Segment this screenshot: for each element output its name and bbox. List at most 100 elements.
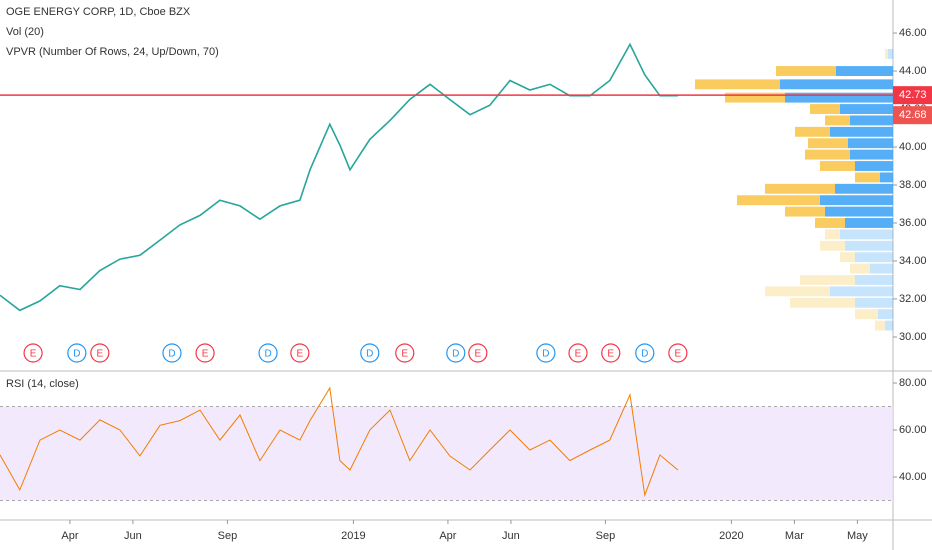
event-marker <box>258 343 278 363</box>
profile-up <box>855 297 893 308</box>
event-label: D <box>73 349 80 360</box>
price-label-box <box>893 106 932 125</box>
event-marker <box>90 343 110 363</box>
y-tick-label: 60.00 <box>899 424 927 436</box>
profile-down <box>875 320 885 331</box>
event-label: E <box>97 349 104 360</box>
x-tick-label: Sep <box>218 530 238 542</box>
profile-down <box>808 138 848 149</box>
profile-up <box>880 172 893 183</box>
event-marker <box>290 343 310 363</box>
profile-up <box>850 149 893 160</box>
profile-down <box>725 92 785 103</box>
event-marker <box>395 343 415 363</box>
profile-up <box>840 229 893 240</box>
profile-down <box>820 240 845 251</box>
chart-title: OGE ENERGY CORP, 1D, Cboe BZX <box>6 6 191 18</box>
event-marker <box>195 343 215 363</box>
rsi-title: RSI (14, close) <box>6 378 79 390</box>
profile-down <box>765 286 830 297</box>
profile-up <box>855 252 893 263</box>
profile-down <box>885 48 888 59</box>
event-label: D <box>452 349 459 360</box>
event-label: E <box>401 349 408 360</box>
event-marker <box>162 343 182 363</box>
profile-up <box>820 195 893 206</box>
x-tick-label: Sep <box>596 530 616 542</box>
x-tick-label: Jun <box>124 530 142 542</box>
y-tick-label: 38.00 <box>899 179 927 191</box>
profile-down <box>800 275 855 285</box>
profile-down <box>805 149 850 160</box>
profile-down <box>825 229 840 240</box>
profile-down <box>737 195 820 206</box>
event-marker <box>446 343 466 363</box>
event-label: D <box>168 349 175 360</box>
profile-down <box>850 263 870 274</box>
profile-down <box>810 104 840 114</box>
event-marker <box>23 343 43 363</box>
profile-down <box>765 183 835 194</box>
price-label: 42.73 <box>899 89 927 101</box>
event-label: E <box>30 349 37 360</box>
event-label: D <box>641 349 648 360</box>
event-marker <box>360 343 380 363</box>
y-tick-label: 44.00 <box>899 65 927 77</box>
event-marker <box>668 343 688 363</box>
y-tick-label: 40.00 <box>899 471 927 483</box>
profile-down <box>840 252 855 263</box>
profile-up <box>785 92 893 103</box>
event-label: E <box>202 349 209 360</box>
profile-down <box>795 126 830 137</box>
event-label: E <box>575 349 582 360</box>
profile-up <box>878 309 893 320</box>
event-marker <box>468 343 488 363</box>
profile-down <box>695 79 780 90</box>
y-tick-label: 46.00 <box>899 27 927 39</box>
event-marker <box>568 343 588 363</box>
profile-down <box>855 172 880 183</box>
event-marker <box>67 343 87 363</box>
plot: 30.0032.0034.0036.0038.0040.0042.0044.00… <box>0 27 932 542</box>
profile-up <box>825 206 893 217</box>
profile-up <box>845 240 893 251</box>
series-line <box>0 386 679 498</box>
y-tick-label: 40.00 <box>899 141 927 153</box>
rsi-band <box>0 406 893 501</box>
profile-down <box>855 309 878 320</box>
profile-down <box>820 161 855 171</box>
x-tick-label: 2019 <box>341 530 365 542</box>
profile-up <box>845 218 893 228</box>
event-label: E <box>475 349 482 360</box>
event-marker <box>601 343 621 363</box>
x-tick-label: Jun <box>502 530 520 542</box>
profile-down <box>785 206 825 217</box>
profile-up <box>855 161 893 171</box>
profile-down <box>790 297 855 308</box>
x-tick-label: Mar <box>785 530 804 542</box>
event-label: E <box>297 349 304 360</box>
event-marker <box>536 343 556 363</box>
price-label-box <box>893 86 932 105</box>
y-tick-label: 34.00 <box>899 255 927 267</box>
profile-up <box>835 183 893 194</box>
event-label: D <box>366 349 373 360</box>
y-tick-label: 32.00 <box>899 293 927 305</box>
x-tick-label: Apr <box>439 530 456 542</box>
event-label: E <box>607 349 614 360</box>
profile-up <box>850 115 893 126</box>
profile-up <box>848 138 893 149</box>
profile-up <box>870 263 893 274</box>
profile-up <box>888 48 893 59</box>
profile-down <box>776 66 836 76</box>
profile-up <box>836 66 893 76</box>
event-label: D <box>264 349 271 360</box>
y-tick-label: 80.00 <box>899 377 927 389</box>
profile-down <box>825 115 850 126</box>
profile-up <box>780 79 893 90</box>
profile-up <box>840 104 893 114</box>
x-tick-label: May <box>847 530 868 542</box>
profile-up <box>855 275 893 285</box>
profile-up <box>830 286 893 297</box>
